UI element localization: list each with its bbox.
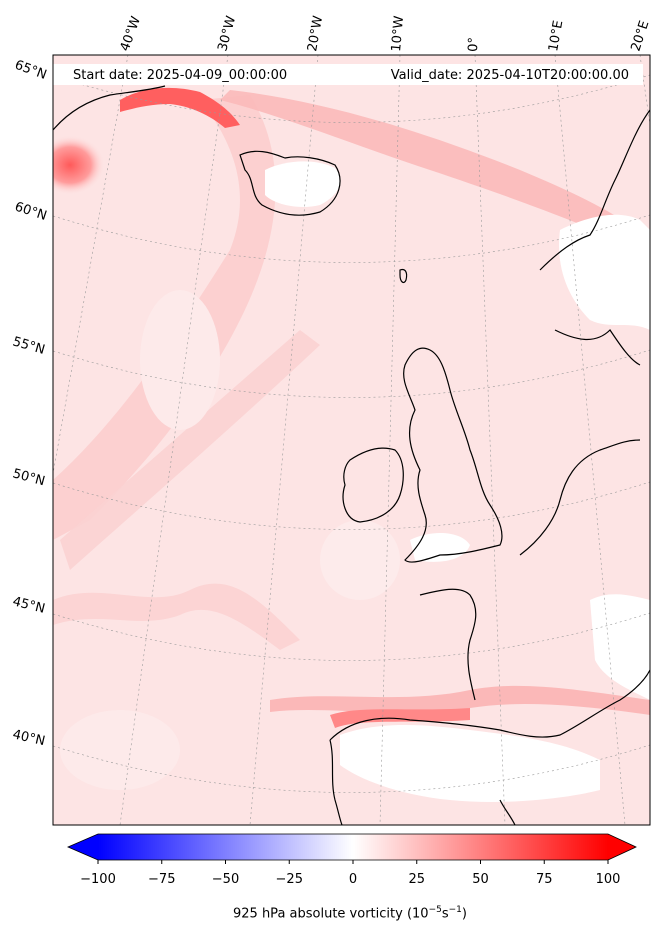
colorbar-title-exp1: −5 [428, 905, 442, 915]
iberia-low-vorticity [340, 725, 600, 802]
header-strip [53, 64, 643, 85]
lat-label-45n: 45°N [11, 594, 46, 616]
coast-great-britain [403, 347, 503, 563]
lon-label-10w: 10°W [389, 15, 407, 52]
colorbar-gradient [98, 834, 608, 860]
parallel-65n [53, 74, 650, 123]
parallel-45n [53, 612, 650, 661]
coast-low-countries [519, 439, 641, 556]
vorticity-band-north [220, 90, 650, 255]
light-patch-1 [140, 290, 220, 430]
parallel-60n [53, 214, 650, 263]
colorbar-tick-label: 100 [596, 872, 621, 887]
colorbar-title: 925 hPa absolute vorticity (10−5s−1) [0, 905, 659, 921]
parallel-55n [53, 349, 650, 398]
colorbar-title-exp2: −1 [448, 905, 462, 915]
lat-label-65n: 65°N [13, 58, 49, 83]
colorbar: −100 −75 −50 −25 0 25 50 75 100 [66, 833, 637, 887]
meridian-10e [554, 55, 626, 825]
parallel-50n [53, 481, 650, 530]
lat-label-40n: 40°N [11, 727, 46, 749]
coast-iceland [239, 150, 341, 216]
colorbar-low-extend [68, 834, 98, 860]
colorbar-tick-label: 0 [349, 872, 357, 887]
lat-label-60n: 60°N [13, 200, 49, 224]
lon-label-10e: 10°E [546, 19, 566, 52]
colorbar-tick-label: 25 [408, 872, 425, 887]
light-patch-2 [60, 710, 180, 790]
meridian-0 [474, 55, 506, 825]
map-frame [52, 54, 651, 826]
colorbar-tick-label: −50 [212, 872, 239, 887]
vorticity-band-south [270, 685, 650, 715]
longitude-labels: 40°W 30°W 20°W 10°W 0° 10°E 20°E [118, 14, 653, 53]
colorbar-tick-label: −25 [276, 872, 303, 887]
colorbar-tick-label: 75 [536, 872, 553, 887]
colorbar-tick-label: −100 [80, 872, 116, 887]
iceland-low-vorticity [265, 161, 340, 207]
coastlines [53, 85, 650, 825]
coast-iberia-north [329, 669, 650, 741]
vorticity-field: Start date: 2025-04-09_00:00:00 Valid_da… [53, 55, 650, 825]
light-patch-3 [320, 520, 400, 600]
coast-south-norway [554, 329, 641, 366]
coast-portugal [329, 739, 343, 825]
vorticity-max-low [53, 135, 105, 195]
vorticity-band-southwest [53, 583, 300, 650]
latitude-labels: 65°N 60°N 55°N 50°N 45°N 40°N [11, 58, 49, 750]
vorticity-max-iberia [330, 708, 470, 728]
meridian-40w [53, 55, 129, 476]
vorticity-max-greenland [120, 87, 240, 128]
lon-label-20e: 20°E [629, 19, 653, 53]
colorbar-title-mid: s [441, 906, 449, 922]
parallel-40n [53, 744, 650, 793]
lat-label-50n: 50°N [11, 466, 47, 489]
lon-label-20w: 20°W [305, 15, 326, 53]
colorbar-high-extend [608, 834, 636, 860]
lon-label-0: 0° [466, 37, 482, 52]
lon-label-40w: 40°W [118, 14, 144, 53]
start-date-label: Start date: 2025-04-09_00:00:00 [73, 68, 287, 83]
colorbar-ticks: −100 −75 −50 −25 0 25 50 75 100 [80, 860, 620, 887]
alps-low-vorticity [590, 594, 650, 700]
coast-ireland [342, 447, 404, 523]
meridian-20w [249, 55, 319, 825]
coast-greenland [53, 85, 166, 131]
lon-label-30w: 30°W [215, 14, 239, 53]
scandinavia-low-vorticity [559, 214, 650, 330]
coast-france-west [419, 588, 477, 701]
coast-faroe [399, 268, 408, 284]
colorbar-tick-label: 50 [472, 872, 489, 887]
coast-norway [539, 109, 650, 271]
meridian-10w [379, 55, 401, 825]
colorbar-title-text: 925 hPa absolute vorticity (10 [233, 906, 429, 922]
lat-label-55n: 55°N [11, 334, 47, 357]
coast-spain-east [499, 799, 516, 825]
colorbar-tick-label: −75 [148, 872, 175, 887]
vorticity-band-central [60, 330, 320, 570]
valid-date-label: Valid_date: 2025-04-10T20:00:00.00 [391, 68, 629, 83]
colorbar-title-end: ) [461, 906, 467, 922]
graticule [53, 55, 650, 825]
vorticity-band-west [53, 95, 276, 540]
